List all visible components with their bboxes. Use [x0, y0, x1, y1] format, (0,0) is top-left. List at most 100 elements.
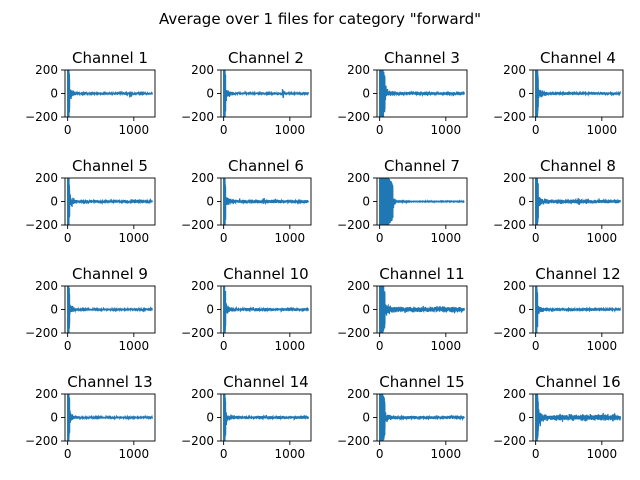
y-tick-label: −200 [493, 434, 526, 448]
series-line [223, 178, 309, 225]
subplot-title: Channel 12 [535, 265, 620, 283]
subplot-channel-1: Channel 1 −200 0 200 0 1000 [25, 49, 156, 137]
series-line [67, 286, 153, 333]
series-line [223, 70, 309, 117]
x-tick-label: 0 [532, 123, 540, 137]
y-tick-label: −200 [337, 218, 370, 232]
y-tick-label: 0 [206, 87, 214, 101]
x-tick-label: 0 [64, 123, 72, 137]
series-line [379, 70, 465, 117]
x-tick-label: 1000 [431, 339, 462, 353]
y-tick-label: 0 [362, 195, 370, 209]
y-tick-label: −200 [25, 110, 58, 124]
x-tick-label: 0 [532, 339, 540, 353]
subplot-title: Channel 1 [72, 49, 148, 67]
x-tick-label: 0 [376, 123, 384, 137]
x-tick-label: 1000 [431, 447, 462, 461]
y-tick-label: 0 [50, 303, 58, 317]
subplot-grid: Channel 1 −200 0 200 0 1000 Channel 2 −200 0 200 0… [25, 49, 624, 461]
subplot-channel-16: Channel 16 −200 0 200 0 1000 [493, 373, 624, 461]
subplot-title: Channel 14 [223, 373, 308, 391]
x-tick-label: 1000 [587, 447, 618, 461]
y-tick-label: −200 [181, 218, 214, 232]
subplot-channel-13: Channel 13 −200 0 200 0 1000 [25, 373, 156, 461]
y-tick-label: 0 [50, 87, 58, 101]
series-line [223, 394, 309, 441]
subplot-channel-10: Channel 10 −200 0 200 0 1000 [181, 265, 312, 353]
x-tick-label: 1000 [275, 447, 306, 461]
y-tick-label: 0 [518, 411, 526, 425]
y-tick-label: 200 [347, 279, 370, 293]
subplot-title: Channel 10 [223, 265, 308, 283]
y-tick-label: 200 [503, 387, 526, 401]
subplot-channel-7: Channel 7 −200 0 200 0 1000 [337, 157, 468, 245]
x-tick-label: 1000 [275, 231, 306, 245]
y-tick-label: 200 [35, 279, 58, 293]
x-tick-label: 1000 [587, 339, 618, 353]
y-tick-label: 200 [35, 387, 58, 401]
subplot-title: Channel 7 [384, 157, 460, 175]
subplot-title: Channel 3 [384, 49, 460, 67]
y-tick-label: 0 [50, 195, 58, 209]
subplot-title: Channel 8 [540, 157, 616, 175]
x-tick-label: 1000 [431, 231, 462, 245]
x-tick-label: 1000 [119, 123, 150, 137]
x-tick-label: 1000 [587, 123, 618, 137]
y-tick-label: 0 [206, 303, 214, 317]
y-tick-label: −200 [25, 326, 58, 340]
subplot-title: Channel 2 [228, 49, 304, 67]
x-tick-label: 1000 [587, 231, 618, 245]
y-tick-label: 200 [503, 171, 526, 185]
x-tick-label: 0 [220, 339, 228, 353]
series-line [535, 286, 621, 333]
y-tick-label: 0 [362, 87, 370, 101]
x-tick-label: 0 [532, 447, 540, 461]
series-line [67, 178, 153, 225]
y-tick-label: 200 [503, 279, 526, 293]
y-tick-label: −200 [181, 326, 214, 340]
y-tick-label: 0 [518, 303, 526, 317]
y-tick-label: −200 [337, 110, 370, 124]
x-tick-label: 0 [220, 447, 228, 461]
series-line [379, 394, 465, 441]
x-tick-label: 0 [64, 231, 72, 245]
x-tick-label: 0 [376, 447, 384, 461]
x-tick-label: 1000 [119, 231, 150, 245]
subplot-channel-15: Channel 15 −200 0 200 0 1000 [337, 373, 468, 461]
x-tick-label: 1000 [275, 339, 306, 353]
y-tick-label: −200 [493, 326, 526, 340]
subplot-title: Channel 11 [379, 265, 464, 283]
subplot-title: Channel 15 [379, 373, 464, 391]
x-tick-label: 0 [532, 231, 540, 245]
x-tick-label: 0 [220, 123, 228, 137]
x-tick-label: 1000 [119, 447, 150, 461]
y-tick-label: 0 [50, 411, 58, 425]
y-tick-label: 0 [362, 411, 370, 425]
subplot-channel-11: Channel 11 −200 0 200 0 1000 [337, 265, 468, 353]
y-tick-label: 200 [35, 171, 58, 185]
y-tick-label: 0 [518, 87, 526, 101]
y-tick-label: 0 [206, 411, 214, 425]
x-tick-label: 1000 [275, 123, 306, 137]
y-tick-label: −200 [25, 434, 58, 448]
figure-title: Average over 1 files for category "forwa… [159, 10, 481, 28]
x-tick-label: 0 [64, 447, 72, 461]
y-tick-label: 200 [347, 63, 370, 77]
subplot-channel-5: Channel 5 −200 0 200 0 1000 [25, 157, 156, 245]
subplot-title: Channel 9 [72, 265, 148, 283]
y-tick-label: 200 [191, 171, 214, 185]
y-tick-label: 200 [191, 387, 214, 401]
x-tick-label: 0 [64, 339, 72, 353]
y-tick-label: −200 [337, 434, 370, 448]
subplot-title: Channel 16 [535, 373, 620, 391]
y-tick-label: −200 [25, 218, 58, 232]
subplot-channel-3: Channel 3 −200 0 200 0 1000 [337, 49, 468, 137]
subplot-channel-12: Channel 12 −200 0 200 0 1000 [493, 265, 624, 353]
y-tick-label: 200 [191, 279, 214, 293]
y-tick-label: 0 [206, 195, 214, 209]
subplot-channel-14: Channel 14 −200 0 200 0 1000 [181, 373, 312, 461]
y-tick-label: 200 [191, 63, 214, 77]
subplot-title: Channel 13 [67, 373, 152, 391]
x-tick-label: 0 [220, 231, 228, 245]
